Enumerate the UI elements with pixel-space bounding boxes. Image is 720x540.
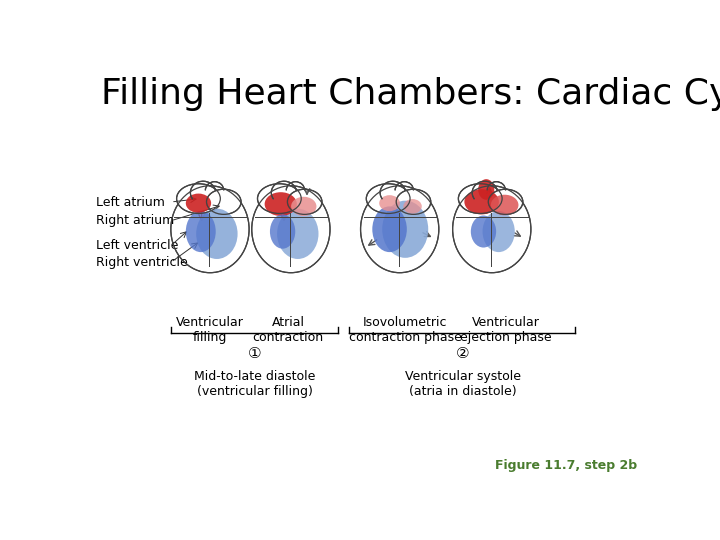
Ellipse shape [396,189,431,214]
Ellipse shape [186,193,211,213]
Ellipse shape [459,184,502,213]
Ellipse shape [382,201,428,258]
Ellipse shape [258,184,301,213]
Ellipse shape [196,208,238,259]
Text: Ventricular
filling: Ventricular filling [176,316,244,345]
Text: Left atrium: Left atrium [96,195,164,208]
Text: Right atrium: Right atrium [96,214,174,227]
Text: Atrial
contraction: Atrial contraction [253,316,324,345]
Ellipse shape [270,214,295,249]
Ellipse shape [471,215,496,247]
Ellipse shape [453,186,531,273]
Text: ②: ② [456,346,469,361]
Ellipse shape [403,199,422,214]
Text: Ventricular
ejection phase: Ventricular ejection phase [460,316,552,345]
Ellipse shape [482,211,515,252]
Ellipse shape [491,195,518,215]
Text: Right ventricle: Right ventricle [96,256,187,269]
Ellipse shape [478,179,495,200]
Ellipse shape [361,186,438,273]
Ellipse shape [287,189,322,214]
Ellipse shape [488,189,523,214]
Text: Figure 11.7, step 2b: Figure 11.7, step 2b [495,460,637,472]
Text: Isovolumetric
contraction phase: Isovolumetric contraction phase [348,316,462,345]
Ellipse shape [252,186,330,273]
Ellipse shape [171,186,249,273]
Text: Ventricular systole
(atria in diastole): Ventricular systole (atria in diastole) [405,370,521,399]
Ellipse shape [379,195,400,211]
Ellipse shape [176,184,220,213]
Ellipse shape [207,189,241,214]
Ellipse shape [186,211,216,252]
Text: Mid-to-late diastole
(ventricular filling): Mid-to-late diastole (ventricular fillin… [194,370,315,399]
Ellipse shape [464,189,499,214]
Ellipse shape [265,192,297,216]
Text: Left ventricle: Left ventricle [96,239,178,252]
Ellipse shape [277,208,318,259]
Ellipse shape [372,206,407,252]
Ellipse shape [366,184,410,213]
Text: ①: ① [248,346,261,361]
Ellipse shape [291,197,316,216]
Text: Filling Heart Chambers: Cardiac Cycle: Filling Heart Chambers: Cardiac Cycle [101,77,720,111]
